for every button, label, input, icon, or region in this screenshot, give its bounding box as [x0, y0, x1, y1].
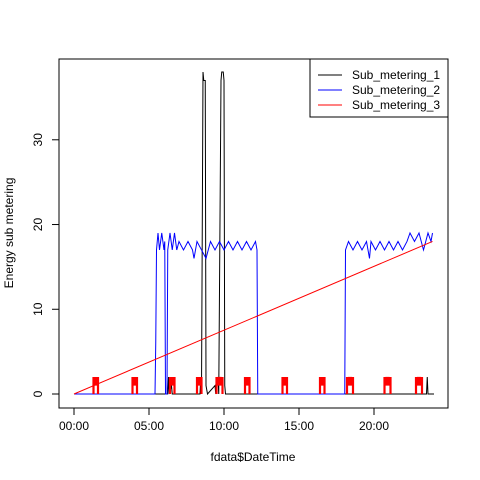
series-line-Sub_metering_2 [74, 231, 433, 395]
pulse-Sub_metering_3 [195, 376, 203, 394]
legend-label: Sub_metering_2 [352, 83, 440, 97]
y-axis-label: Energy sub metering [2, 178, 16, 289]
series-Sub_metering_2 [74, 231, 433, 395]
x-axis: 00:00 05:00 10:00 15:00 20:00 [59, 407, 389, 433]
plot-area [73, 71, 434, 396]
pulse-Sub_metering_3 [318, 376, 326, 394]
x-tick-label: 10:00 [209, 419, 239, 433]
x-tick-label: 00:00 [59, 419, 89, 433]
x-tick-label: 05:00 [134, 419, 164, 433]
y-axis: 0 10 20 30 [31, 133, 60, 397]
pulse-Sub_metering_3 [131, 376, 139, 394]
x-axis-label: fdata$DateTime [211, 450, 296, 464]
series-Sub_metering_3 [73, 241, 433, 395]
y-tick-label: 30 [31, 133, 45, 147]
x-tick-label: 20:00 [359, 419, 389, 433]
legend: Sub_metering_1Sub_metering_2Sub_metering… [309, 58, 449, 118]
pulse-Sub_metering_3 [383, 376, 392, 394]
pulse-Sub_metering_3 [215, 376, 224, 394]
pulse-Sub_metering_3 [243, 376, 251, 394]
pulse-Sub_metering_3 [345, 376, 355, 394]
series-line-Sub_metering_1 [74, 71, 434, 396]
y-tick-label: 10 [31, 302, 45, 316]
pulse-Sub_metering_3 [168, 376, 176, 394]
x-tick-label: 15:00 [284, 419, 314, 433]
y-tick-label: 0 [31, 390, 45, 397]
pulse-Sub_metering_3 [281, 376, 289, 394]
legend-box [309, 58, 449, 118]
legend-label: Sub_metering_3 [352, 98, 440, 112]
series-Sub_metering_1 [74, 71, 434, 396]
series-line-Sub_metering_3 [73, 241, 433, 395]
legend-label: Sub_metering_1 [352, 68, 440, 82]
pulse-Sub_metering_3 [92, 376, 100, 394]
pulse-Sub_metering_3 [414, 376, 424, 394]
y-tick-label: 20 [31, 218, 45, 232]
